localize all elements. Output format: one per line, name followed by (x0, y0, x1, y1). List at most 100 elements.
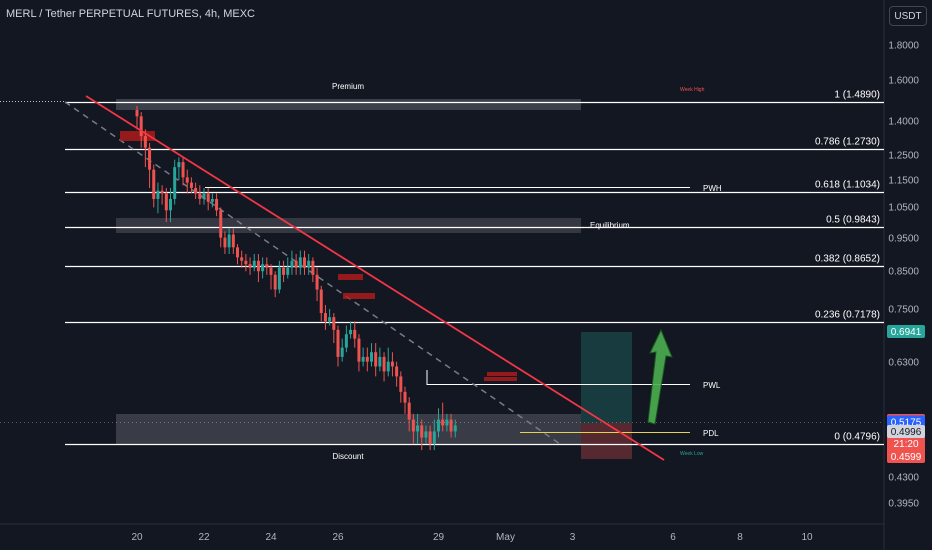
candle-body-45 (323, 313, 327, 322)
price-tick-0: 1.8000 (888, 41, 919, 52)
premium-label: Premium (332, 82, 364, 91)
candle-body-28 (252, 260, 256, 268)
fib-level-label-6: 0 (0.4796) (834, 432, 880, 443)
time-tick-5: May (496, 532, 515, 543)
candle-body-12 (185, 177, 189, 183)
candle-body-36 (286, 267, 290, 275)
candle-body-64 (403, 391, 407, 403)
candle-body-6 (160, 190, 164, 194)
candle-body-50 (344, 334, 348, 348)
time-tick-9: 10 (801, 532, 813, 543)
time-tick-6: 3 (570, 532, 576, 543)
price-tick-9: 0.6300 (888, 358, 919, 369)
fib-level-label-3: 0.5 (0.9843) (826, 215, 880, 226)
candle-body-71 (432, 431, 436, 444)
candle-body-46 (328, 317, 332, 322)
candle-body-72 (437, 419, 440, 432)
order-block-0 (120, 131, 155, 141)
price-badge-4 (887, 450, 925, 463)
time-tick-0: 20 (131, 532, 143, 543)
candle-body-74 (445, 419, 449, 426)
candle-body-26 (244, 260, 248, 265)
target-zone (581, 332, 632, 423)
candle-body-33 (273, 274, 277, 290)
discount-zone (116, 414, 581, 444)
candle-body-39 (298, 257, 302, 268)
candle-body-21 (223, 237, 227, 248)
candle-body-76 (453, 425, 457, 432)
candle-body-14 (194, 187, 198, 194)
candle-body-44 (319, 289, 323, 314)
candle-body-62 (395, 366, 399, 377)
candle-body-35 (282, 267, 286, 275)
candle-body-8 (169, 198, 172, 211)
currency-selector[interactable]: USDT (889, 6, 927, 26)
candle-body-30 (261, 264, 265, 272)
time-tick-7: 6 (670, 532, 676, 543)
candle-body-57 (374, 352, 378, 367)
time-tick-2: 24 (265, 532, 277, 543)
candle-body-4 (152, 169, 156, 199)
candle-body-34 (277, 267, 281, 290)
candle-body-51 (349, 329, 353, 335)
candle-body-2 (143, 136, 147, 148)
price-badges: 0.69410.5175-63.81%21:200.51750.49960.45… (887, 325, 925, 463)
candle-body-52 (353, 329, 357, 339)
candle-body-17 (206, 193, 210, 202)
fib-level-label-4: 0.382 (0.8652) (815, 254, 880, 265)
candle-body-43 (315, 274, 319, 290)
candle-body-13 (189, 182, 193, 188)
week-high-label: Week High (680, 87, 705, 93)
candle-body-24 (236, 247, 239, 258)
candle-body-68 (420, 425, 424, 438)
candle-body-22 (227, 234, 231, 248)
order-block-2 (343, 293, 375, 299)
price-badge-3 (887, 425, 925, 438)
price-tick-2: 1.4000 (888, 117, 919, 128)
price-axis: 1.8000 1.6000 1.4000 1.2500 1.1500 1.0500 0.95… (888, 41, 919, 510)
candle-body-16 (202, 193, 206, 199)
order-block-1 (338, 274, 363, 280)
discount-label: Discount (332, 452, 364, 461)
candle-body-25 (240, 257, 244, 261)
candle-body-73 (441, 419, 445, 426)
price-badge-label-0: 0.6941 (891, 327, 922, 338)
time-tick-4: 29 (433, 532, 445, 543)
candle-body-5 (156, 190, 160, 199)
price-badge-0 (887, 325, 925, 338)
candle-body-41 (307, 260, 311, 268)
price-badge-label-4: 0.4599 (891, 452, 922, 463)
overlay-drawings (85, 95, 673, 461)
candle-body-40 (303, 257, 306, 268)
price-tick-3: 1.2500 (888, 151, 919, 162)
time-tick-8: 8 (737, 532, 743, 543)
candle-body-38 (294, 260, 298, 268)
candle-body-56 (370, 352, 373, 362)
candle-body-11 (181, 162, 185, 178)
descending-trendline (85, 95, 665, 461)
candle-body-19 (215, 198, 219, 211)
candle-body-75 (449, 419, 453, 432)
equilibrium-zone (116, 218, 581, 233)
candle-body-65 (407, 402, 411, 420)
candle-body-60 (386, 361, 390, 372)
price-tick-7: 0.8500 (888, 267, 919, 278)
price-tick-10: 0.4300 (888, 473, 919, 484)
candle-body-20 (219, 210, 223, 238)
candle-body-58 (378, 356, 382, 367)
candle-body-69 (424, 431, 428, 438)
candle-body-0 (135, 110, 139, 117)
candle-body-49 (340, 347, 344, 357)
fib-level-label-1: 0.786 (1.2730) (815, 137, 880, 148)
candle-body-47 (332, 317, 336, 330)
price-tick-1: 1.6000 (888, 76, 919, 87)
price-tick-8: 0.7500 (888, 305, 919, 316)
pwl-label: PWL (703, 381, 721, 390)
pdl-label: PDL (703, 429, 719, 438)
candles-layer (135, 105, 457, 451)
candle-body-18 (210, 198, 214, 202)
price-badge-extra-1-1: 21:20 (893, 439, 918, 450)
time-tick-1: 22 (198, 532, 210, 543)
fib-level-label-5: 0.236 (0.7178) (815, 310, 880, 321)
